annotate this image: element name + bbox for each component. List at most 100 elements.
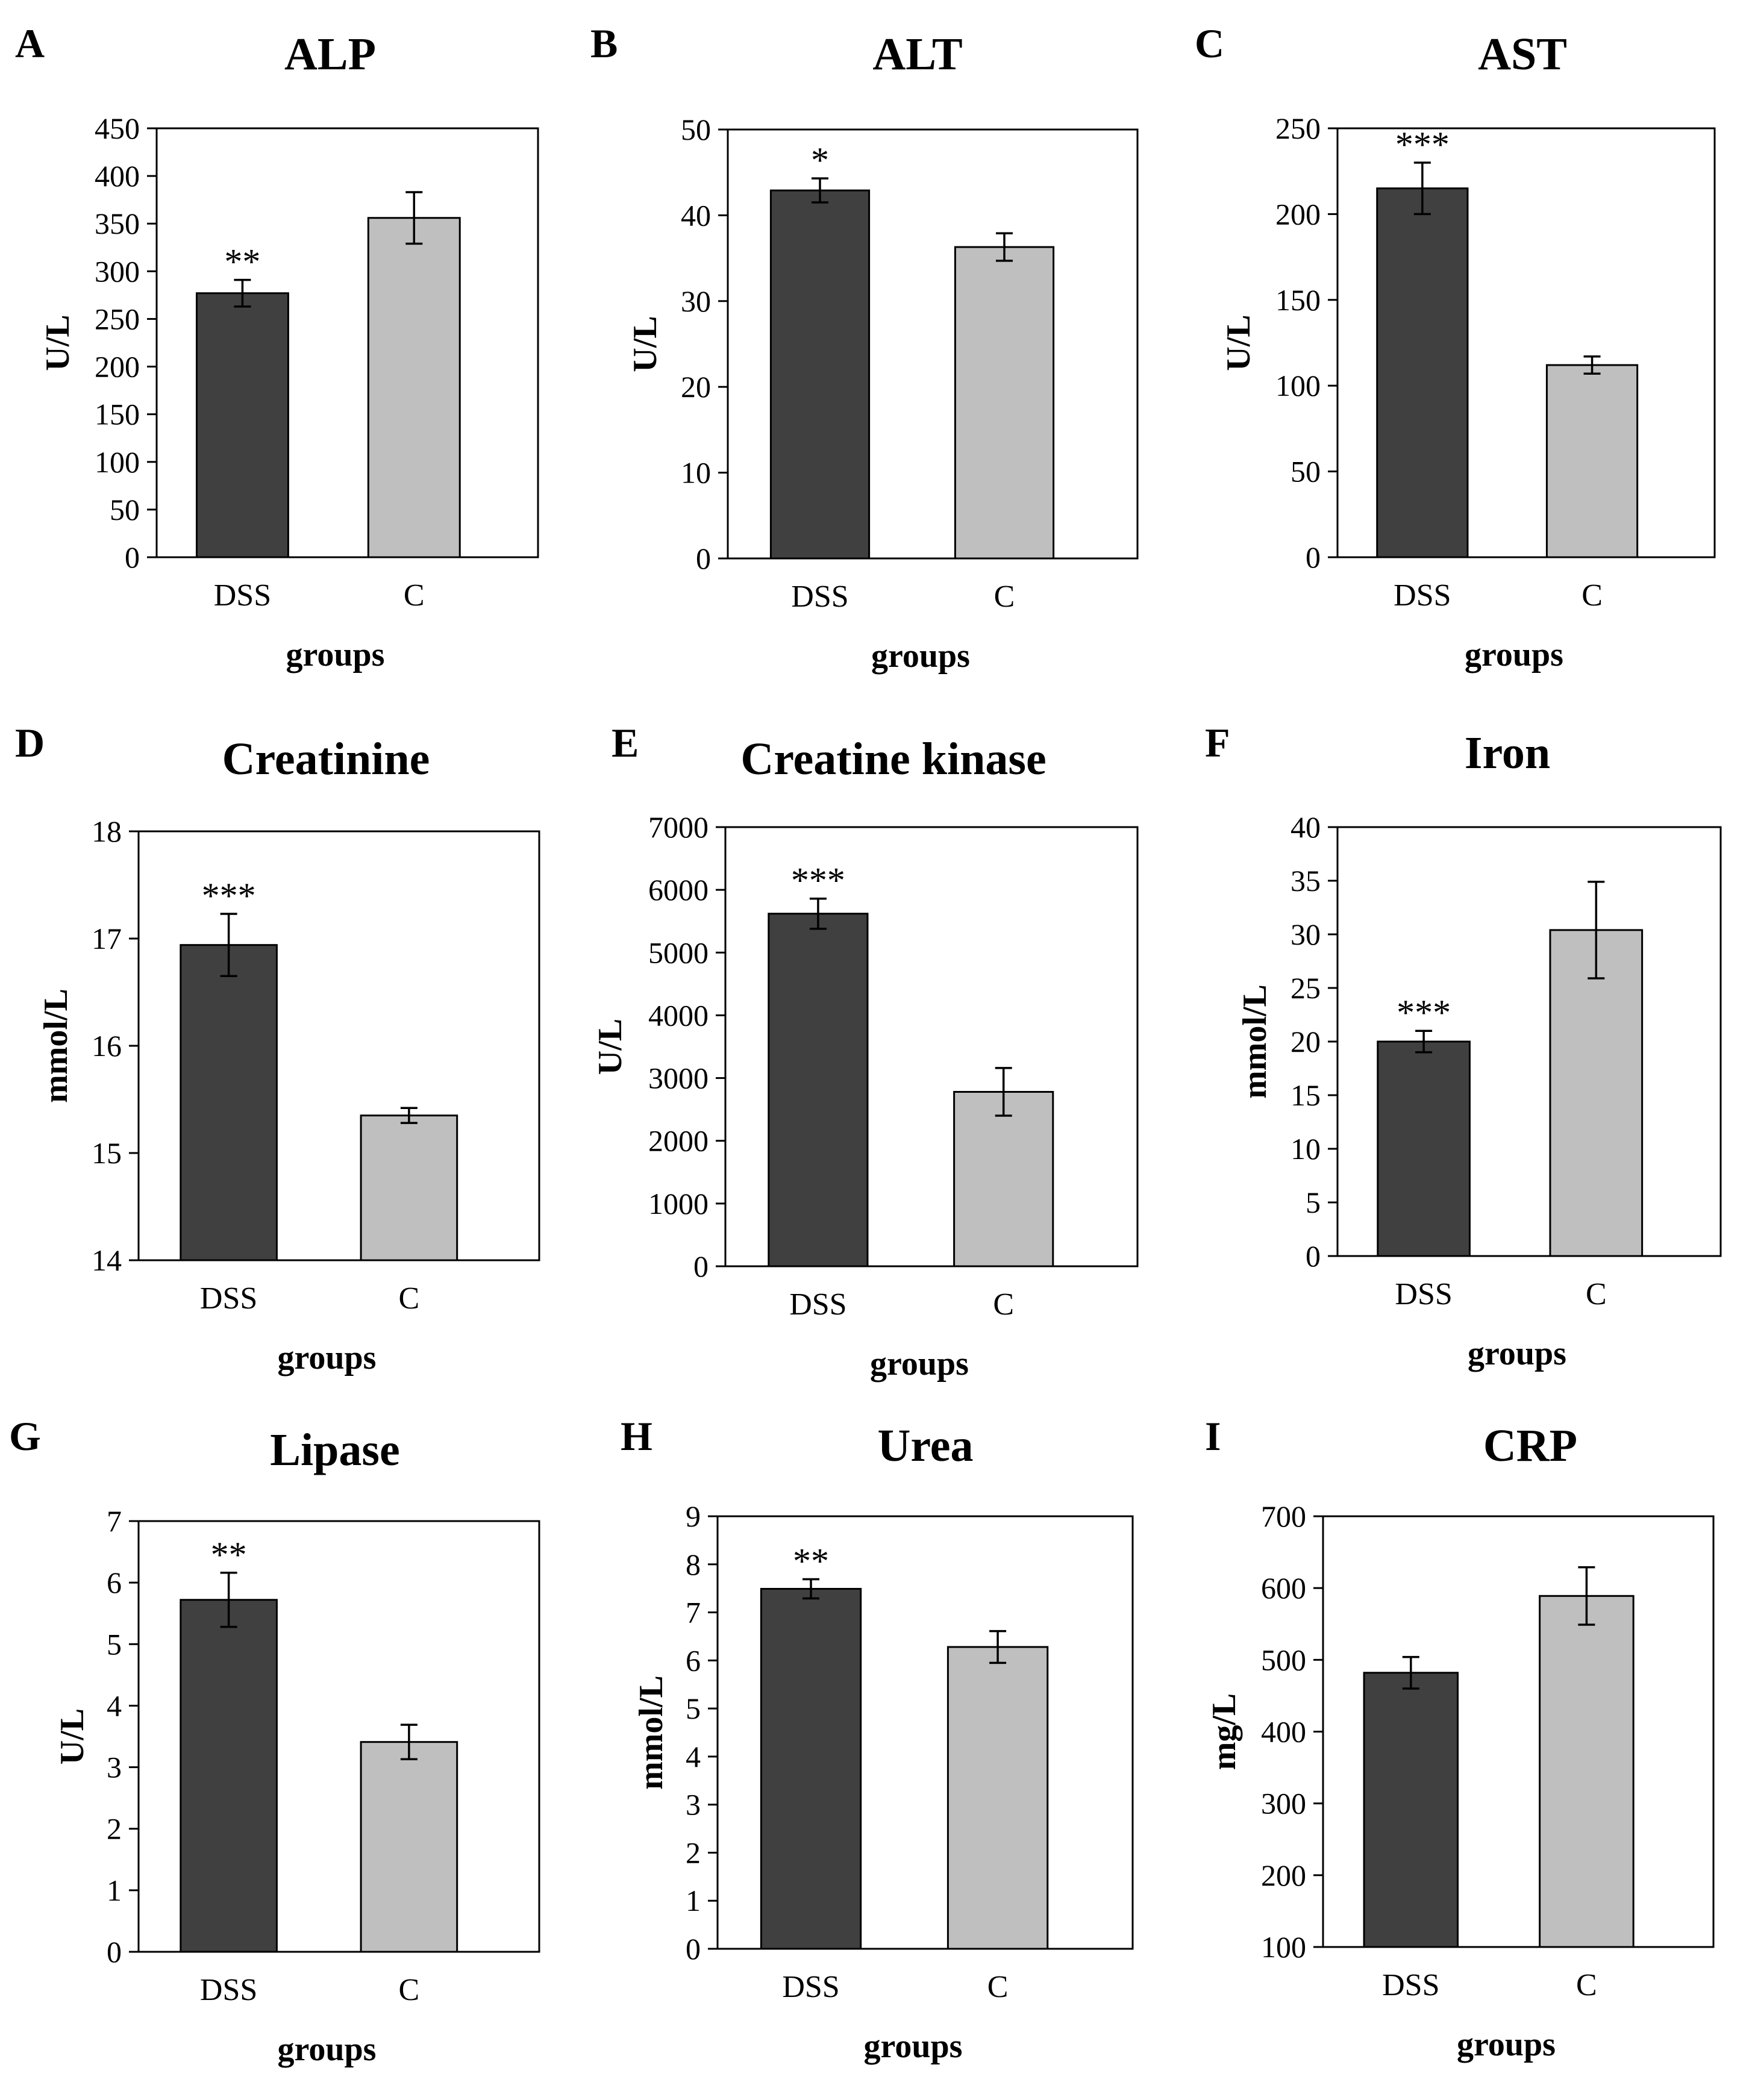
error-bar [1588,881,1605,980]
y-tick-label: 150 [95,398,140,431]
y-axis-label: U/L [592,1019,629,1075]
x-tick-label: C [404,578,425,613]
y-tick-label: 350 [95,207,140,240]
y-tick-label: 1 [686,1884,701,1917]
y-tick-label: 450 [95,111,140,145]
y-axis-label: U/L [54,1708,91,1764]
x-tick-label: C [399,1281,420,1316]
y-tick-label: 20 [681,370,711,404]
y-tick-label: 4000 [648,998,709,1032]
x-axis-label: groups [1468,1335,1566,1372]
y-tick-label: 20 [1291,1025,1321,1058]
plot-area [724,826,1139,1267]
x-tick-label: DSS [1394,578,1451,613]
y-axis-label: U/L [1220,314,1257,370]
y-tick-label: 2000 [648,1124,709,1158]
panel-letter: I [1205,1413,1221,1459]
significance-marker: ** [793,1542,829,1581]
bar-c [954,246,1055,560]
error-bar [809,897,827,930]
y-tick-label: 30 [1291,917,1321,951]
bar-c [953,1090,1054,1267]
y-axis-label: mmol/L [1236,984,1274,1099]
bar-dss [760,1587,862,1950]
panel-letter: G [9,1413,41,1459]
plot-area [716,1515,1134,1950]
y-tick-label: 5000 [648,936,709,969]
error-bar [989,1630,1007,1664]
bar-c [946,1646,1049,1950]
y-tick-label: 100 [1275,369,1321,402]
y-tick-label: 1 [107,1873,122,1907]
y-tick-label: 10 [681,456,711,490]
y-tick-label: 4 [107,1689,122,1722]
x-axis-label: groups [286,636,385,673]
y-tick-label: 300 [95,254,140,288]
bar-c [1539,1595,1635,1948]
x-tick-label: C [1581,578,1603,613]
bar-dss [1376,187,1469,558]
y-tick-label: 15 [1291,1078,1321,1112]
y-tick-label: 0 [696,542,711,575]
y-tick-label: 250 [95,302,140,336]
x-tick-label: DSS [200,1973,257,2007]
chart-title: Creatinine [222,734,430,784]
y-tick-label: 5 [1306,1186,1321,1219]
plot-area [727,128,1139,560]
bar-dss [768,913,869,1267]
error-bar [405,191,423,245]
bar-c [360,1114,458,1261]
y-tick-label: 500 [1261,1643,1306,1677]
y-tick-label: 0 [1306,1239,1321,1273]
x-tick-label: DSS [791,580,848,614]
y-tick-label: 16 [92,1029,122,1063]
bar-dss [1377,1040,1471,1257]
x-axis-label: groups [870,1345,969,1383]
error-bar [234,278,251,308]
error-bar [802,1578,820,1600]
y-tick-label: 10 [1291,1132,1321,1166]
y-tick-label: 400 [95,159,140,193]
significance-marker: * [811,140,829,180]
y-tick-label: 100 [95,445,140,479]
chart-panel-a: A ALP 0 50 100 150 200 250 300 350 400 450 ** DSS Cgro… [15,20,539,673]
y-tick-label: 17 [92,922,122,955]
y-tick-label: 200 [1275,197,1321,231]
x-tick-label: DSS [1395,1277,1452,1311]
plot-area [1322,1515,1715,1948]
error-bar [1578,1566,1595,1626]
y-axis-label: mmol/L [37,989,75,1103]
error-bar [1402,1655,1419,1690]
y-tick-label: 40 [1291,810,1321,844]
bar-c [367,217,461,558]
y-tick-label: 30 [681,284,711,318]
y-tick-label: 50 [1291,455,1321,489]
plot-area [155,127,539,558]
y-tick-label: 600 [1261,1571,1306,1605]
y-tick-label: 6 [686,1643,701,1677]
x-axis-label: groups [278,2031,377,2068]
x-tick-label: C [1586,1277,1607,1311]
y-axis-label: U/L [627,316,664,372]
bar-dss [769,189,871,560]
y-tick-label: 3 [107,1751,122,1784]
x-tick-label: C [987,1970,1009,2004]
chart-title: AST [1478,29,1567,80]
y-tick-label: 7 [686,1596,701,1630]
y-tick-label: 200 [95,350,140,384]
plot-area [1336,127,1716,558]
bar-c [360,1741,458,1953]
x-tick-label: DSS [214,578,271,613]
panel-letter: C [1195,20,1224,66]
error-bar [1413,161,1431,216]
chart-panel-e: E Creatine kinase 0 1000 2000 3000 4000 5000 600… [592,720,1139,1383]
chart-title: Iron [1465,728,1550,778]
y-tick-label: 4 [686,1740,701,1773]
y-tick-label: 3 [686,1788,701,1822]
y-tick-label: 7000 [648,810,709,844]
error-bar [220,1572,237,1628]
y-tick-label: 150 [1275,283,1321,317]
significance-marker: *** [791,861,845,901]
